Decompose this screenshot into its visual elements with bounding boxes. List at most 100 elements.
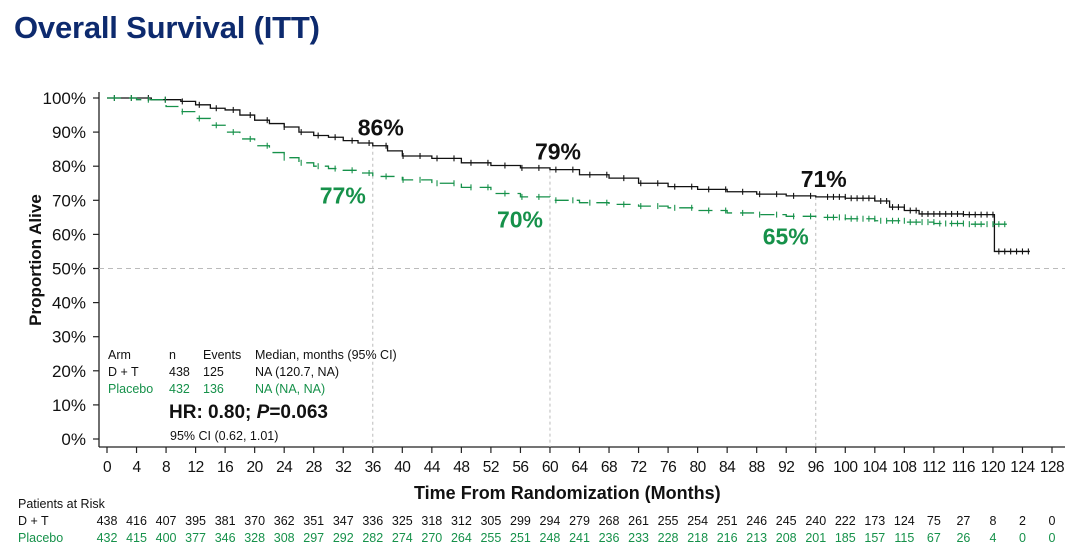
table-header-median: Median, months (95% CI) — [255, 348, 397, 362]
landmark-label: 79% — [535, 139, 581, 165]
risk-value: 432 — [96, 531, 118, 545]
risk-value: 415 — [126, 531, 147, 545]
x-tick-label: 80 — [690, 459, 707, 476]
x-tick-label: 12 — [187, 459, 203, 476]
risk-value: 240 — [805, 514, 827, 528]
risk-value: 255 — [480, 531, 502, 545]
y-tick-label: 70% — [52, 191, 86, 210]
risk-value: 370 — [244, 514, 266, 528]
risk-value: 395 — [185, 514, 207, 528]
y-tick-label: 50% — [52, 260, 86, 279]
x-tick-label: 100 — [833, 459, 858, 476]
risk-value: 4 — [989, 531, 997, 545]
x-tick-label: 72 — [630, 459, 646, 476]
risk-value: 0 — [1018, 531, 1026, 545]
risk-table-title: Patients at Risk — [18, 497, 105, 511]
risk-value: 282 — [362, 531, 384, 545]
risk-value: 416 — [126, 514, 147, 528]
x-tick-label: 8 — [162, 459, 170, 476]
p-value: =0.063 — [269, 402, 328, 423]
risk-value: 308 — [273, 531, 295, 545]
table-cell-n: 438 — [169, 365, 190, 379]
risk-value: 381 — [214, 514, 236, 528]
x-tick-label: 20 — [247, 459, 264, 476]
reference-lines — [99, 145, 1065, 447]
risk-value: 328 — [244, 531, 266, 545]
risk-value: 305 — [480, 514, 502, 528]
risk-value: 228 — [657, 531, 679, 545]
risk-value: 407 — [155, 514, 177, 528]
risk-value: 218 — [687, 531, 709, 545]
x-tick-label: 92 — [778, 459, 794, 476]
x-tick-label: 96 — [808, 459, 824, 476]
x-tick-label: 112 — [922, 459, 945, 476]
x-tick-label: 84 — [719, 459, 736, 476]
risk-value: 325 — [391, 514, 413, 528]
landmark-label: 70% — [497, 206, 543, 232]
risk-value: 264 — [450, 531, 472, 545]
risk-value: 297 — [303, 531, 325, 545]
risk-value: 26 — [956, 531, 971, 545]
risk-value: 312 — [450, 514, 472, 528]
risk-value: 336 — [362, 514, 384, 528]
x-tick-label: 68 — [601, 459, 617, 476]
confidence-interval: 95% CI (0.62, 1.01) — [170, 429, 279, 443]
x-tick-label: 120 — [981, 459, 1006, 476]
y-tick-label: 30% — [52, 328, 86, 347]
x-tick-label: 40 — [394, 459, 411, 476]
risk-value: 255 — [657, 514, 679, 528]
y-tick-label: 80% — [52, 157, 86, 176]
risk-value: 246 — [746, 514, 768, 528]
curves — [107, 95, 1030, 255]
y-tick-label: 60% — [52, 225, 86, 244]
table-cell-arm: D + T — [108, 365, 139, 379]
y-tick-label: 90% — [52, 123, 86, 142]
risk-value: 124 — [893, 514, 915, 528]
risk-value: 67 — [926, 531, 941, 545]
axis-labels: 0%10%20%30%40%50%60%70%80%90%100%0 4 8 12 16… — [43, 89, 1065, 476]
risk-value: 0 — [1048, 531, 1056, 545]
p-label: P — [256, 402, 270, 423]
x-tick-label: 32 — [335, 459, 351, 476]
x-tick-label: 64 — [571, 459, 588, 476]
risk-value: 351 — [303, 514, 325, 528]
risk-value: 185 — [834, 531, 856, 545]
risk-row-label-dt: D + T — [18, 514, 49, 528]
risk-value: 248 — [539, 531, 561, 545]
x-tick-label: 104 — [863, 459, 888, 476]
risk-value: 75 — [926, 514, 941, 528]
axes — [93, 92, 1065, 453]
risk-value: 208 — [775, 531, 797, 545]
risk-value: 261 — [628, 514, 649, 528]
y-axis-title: Proportion Alive — [26, 194, 45, 326]
y-tick-label: 10% — [52, 396, 86, 415]
table-cell-arm: Placebo — [108, 382, 154, 396]
table-header-arm: Arm — [108, 348, 131, 362]
risk-row-label-placebo: Placebo — [18, 531, 64, 545]
risk-value: 279 — [569, 514, 590, 528]
risk-value: 173 — [864, 514, 886, 528]
hr-text: HR: 0.80; — [169, 402, 257, 423]
risk-value: 115 — [894, 531, 915, 545]
x-tick-label: 16 — [217, 459, 233, 476]
risk-value: 201 — [805, 531, 827, 545]
risk-value: 222 — [834, 514, 856, 528]
x-tick-label: 44 — [424, 459, 441, 476]
landmark-label: 65% — [763, 223, 809, 249]
risk-value: 213 — [746, 531, 768, 545]
hazard-ratio: HR: 0.80; P=0.063 — [169, 402, 328, 424]
table-cell-events: 125 — [203, 365, 224, 379]
x-tick-label: 4 — [132, 459, 141, 476]
table-header-events: Events — [203, 348, 242, 362]
y-tick-label: 20% — [52, 362, 86, 381]
risk-value: 268 — [598, 514, 620, 528]
x-tick-label: 56 — [512, 459, 528, 476]
y-tick-label: 0% — [61, 430, 86, 449]
risk-value: 400 — [155, 531, 177, 545]
risk-value: 216 — [716, 531, 738, 545]
risk-value: 27 — [956, 514, 971, 528]
risk-value: 236 — [598, 531, 620, 545]
risk-value: 8 — [989, 514, 997, 528]
x-tick-label: 124 — [1010, 459, 1035, 476]
